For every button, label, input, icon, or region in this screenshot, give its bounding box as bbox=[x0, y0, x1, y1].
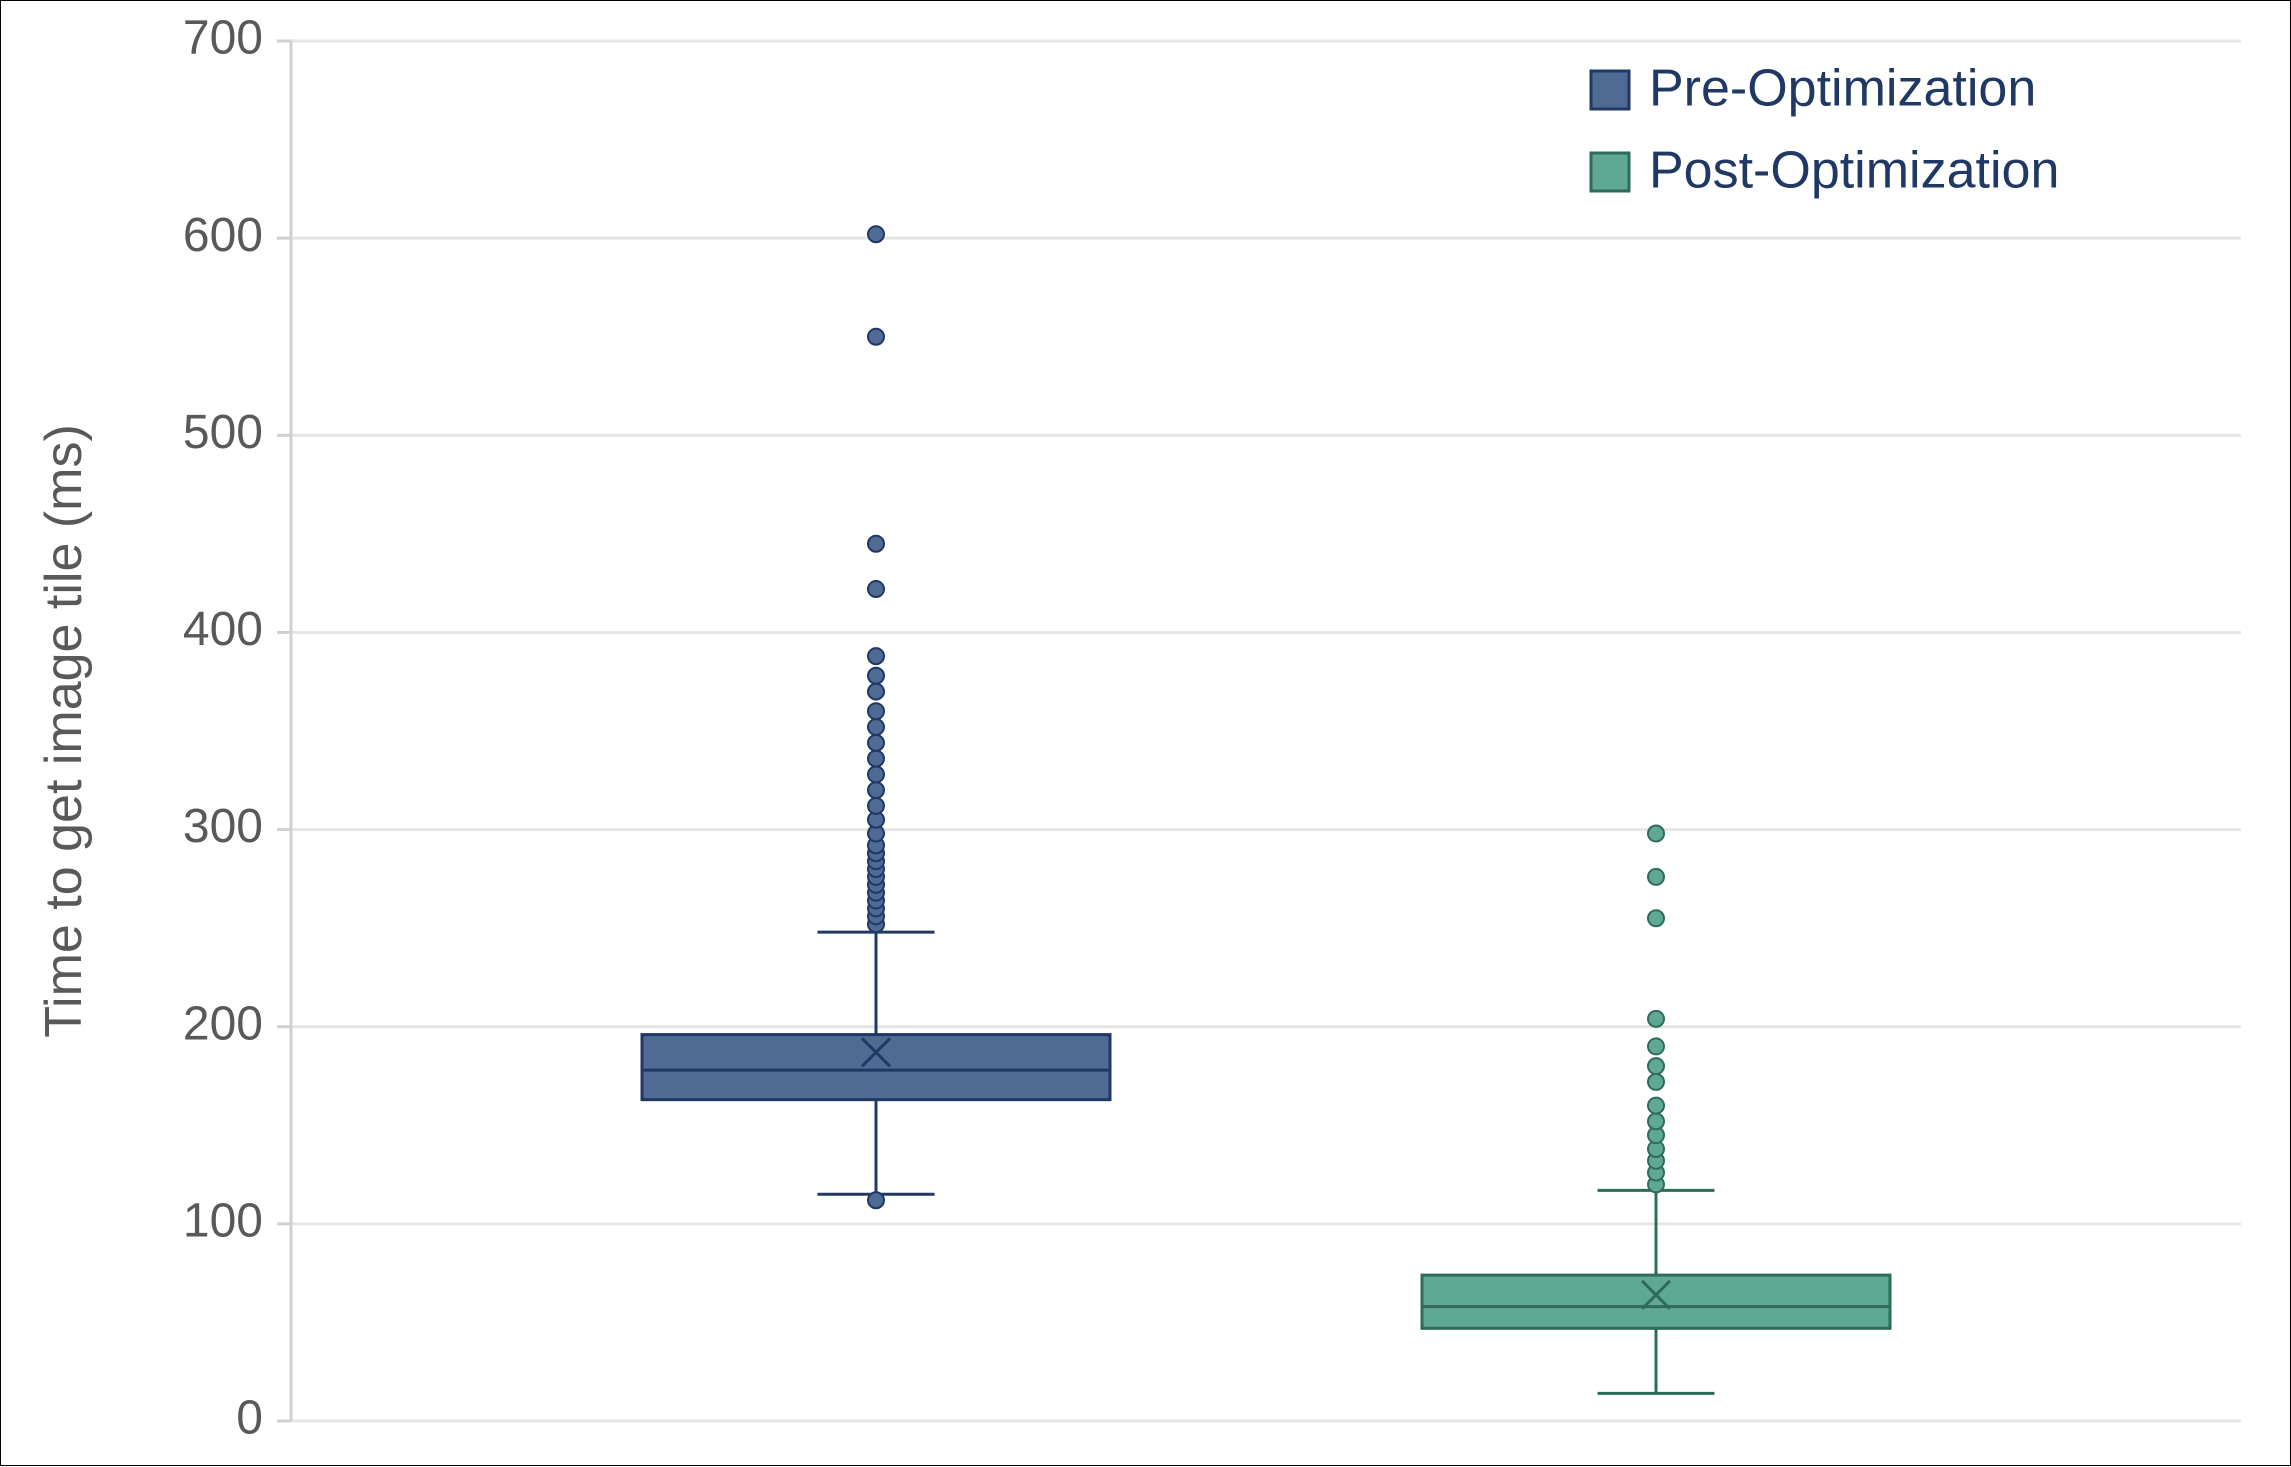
legend-swatch bbox=[1591, 71, 1629, 109]
ytick-label: 300 bbox=[183, 800, 263, 853]
outlier-point bbox=[868, 329, 884, 345]
ytick-label: 0 bbox=[236, 1392, 263, 1445]
outlier-point bbox=[868, 684, 884, 700]
box bbox=[1422, 1275, 1890, 1328]
outlier-point bbox=[868, 668, 884, 684]
outlier-point bbox=[868, 766, 884, 782]
chart-svg: 0 100 200 300 400 500 600 700 Time to get image … bbox=[1, 1, 2291, 1467]
outlier-point bbox=[1648, 1038, 1664, 1054]
y-axis-title: Time to get image tile (ms) bbox=[35, 424, 93, 1038]
ytick-label: 600 bbox=[183, 209, 263, 262]
ytick-label: 100 bbox=[183, 1195, 263, 1248]
outlier-point bbox=[1648, 1058, 1664, 1074]
box-series bbox=[1422, 826, 1890, 1394]
outlier-point bbox=[868, 735, 884, 751]
outlier-point bbox=[868, 798, 884, 814]
outlier-point bbox=[868, 648, 884, 664]
legend-label: Post-Optimization bbox=[1649, 142, 2059, 200]
outlier-point bbox=[868, 782, 884, 798]
ytick-label: 500 bbox=[183, 406, 263, 459]
outlier-point bbox=[1648, 869, 1664, 885]
legend-label: Pre-Optimization bbox=[1649, 60, 2036, 118]
outlier-point bbox=[868, 703, 884, 719]
ytick-label: 400 bbox=[183, 603, 263, 656]
outlier-point bbox=[1648, 910, 1664, 926]
outlier-point bbox=[868, 719, 884, 735]
box-series bbox=[642, 226, 1110, 1208]
outlier-point bbox=[1648, 1113, 1664, 1129]
outlier-point bbox=[1648, 1098, 1664, 1114]
ytick-label: 200 bbox=[183, 997, 263, 1050]
outlier-point bbox=[1648, 1074, 1664, 1090]
boxplot-chart: 0 100 200 300 400 500 600 700 Time to get image … bbox=[0, 0, 2291, 1466]
outlier-point bbox=[1648, 826, 1664, 842]
outlier-point bbox=[868, 536, 884, 552]
outlier-point bbox=[868, 581, 884, 597]
outlier-point bbox=[868, 226, 884, 242]
legend-swatch bbox=[1591, 153, 1629, 191]
outlier-point bbox=[1648, 1011, 1664, 1027]
ytick-label: 700 bbox=[183, 12, 263, 65]
outlier-point bbox=[868, 751, 884, 767]
box bbox=[642, 1035, 1110, 1100]
outlier-point bbox=[868, 1192, 884, 1208]
